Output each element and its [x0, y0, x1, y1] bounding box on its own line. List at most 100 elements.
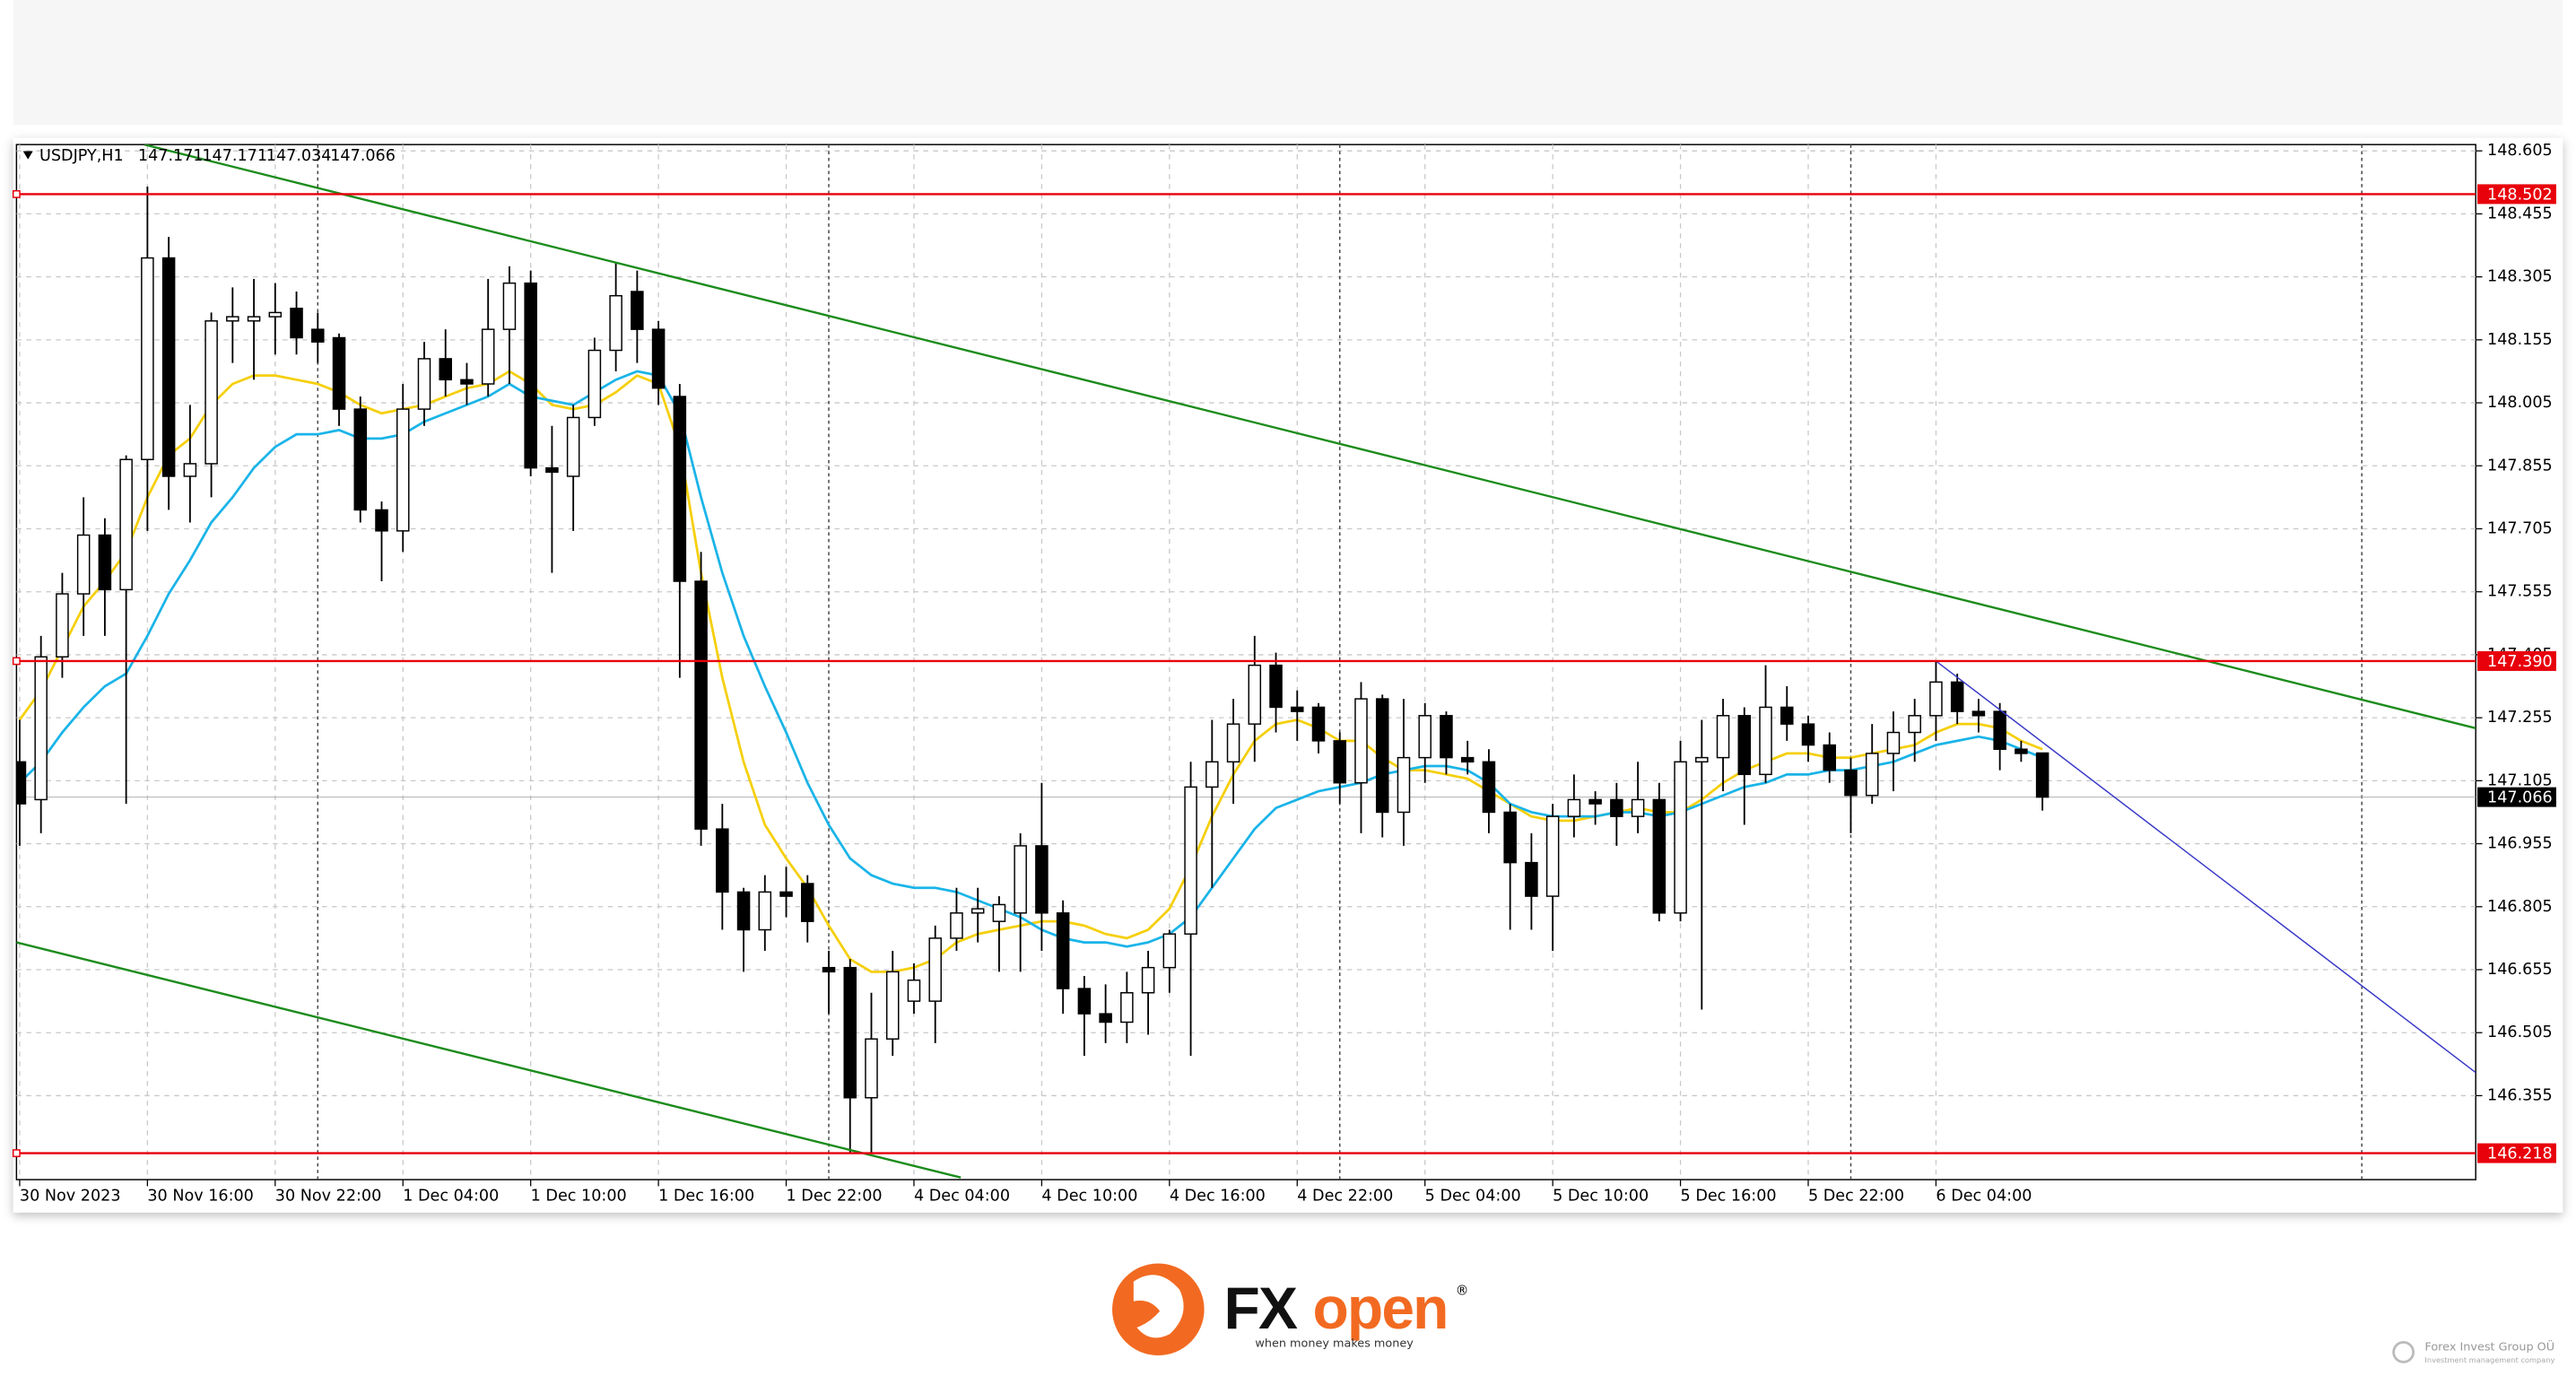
- x-tick-label: 30 Nov 2023: [20, 1187, 121, 1205]
- candle-body: [1865, 753, 1879, 797]
- ohlc-close: 147.066: [330, 147, 396, 165]
- candle-body: [736, 891, 751, 931]
- x-tick-label: 1 Dec 04:00: [403, 1187, 499, 1205]
- candle-body: [1205, 761, 1219, 788]
- candle-body: [1035, 845, 1049, 914]
- price-label: 147.066: [2487, 789, 2553, 807]
- ohlc-low: 147.034: [266, 147, 332, 165]
- candle-body: [950, 912, 963, 939]
- y-tick-label: 147.555: [2487, 583, 2553, 601]
- candle-body: [1631, 798, 1645, 817]
- y-tick-label: 147.855: [2487, 457, 2553, 475]
- x-tick-label: 5 Dec 16:00: [1681, 1187, 1777, 1205]
- symbol: USDJPY,H1: [39, 147, 124, 165]
- candle-body: [1184, 786, 1197, 935]
- candle-body: [1014, 845, 1027, 914]
- level-label: 148.502: [2487, 186, 2553, 204]
- axes: 148.605 148.455 148.305 148.155 148.005 147.8…: [12, 142, 2556, 1205]
- logo-tagline: when money makes money: [1255, 1337, 1414, 1351]
- candle-body: [928, 937, 942, 1002]
- candle-body: [822, 966, 836, 973]
- candle-body: [16, 761, 27, 805]
- y-tick-label: 148.005: [2487, 394, 2553, 412]
- candle-body: [1248, 664, 1262, 725]
- candle-body: [205, 320, 218, 465]
- y-tick-label: 146.955: [2487, 835, 2553, 853]
- candle-body: [2015, 748, 2028, 754]
- y-tick-label: 147.705: [2487, 519, 2553, 537]
- x-tick-label: 5 Dec 04:00: [1425, 1187, 1521, 1205]
- level-tag: [2477, 184, 2556, 205]
- level-dot: [12, 1149, 21, 1157]
- y-tick-label: 146.355: [2487, 1086, 2553, 1104]
- candle-body: [268, 311, 283, 318]
- candle-body: [1397, 756, 1411, 814]
- candle-body: [1674, 761, 1687, 914]
- candle-body: [907, 979, 921, 1002]
- candle-body: [502, 282, 517, 330]
- candle-body: [524, 282, 537, 469]
- candle-body: [1588, 798, 1602, 805]
- candle-body: [865, 1038, 878, 1099]
- candle-body: [1099, 1013, 1112, 1024]
- level-label: 146.218: [2487, 1145, 2553, 1163]
- candle-body: [1311, 706, 1326, 742]
- level-tag: [2477, 650, 2556, 671]
- candle-body: [587, 349, 602, 419]
- candle-body: [1141, 966, 1155, 994]
- candle-body: [76, 534, 91, 595]
- level-dot: [12, 657, 21, 666]
- x-tick-label: 5 Dec 22:00: [1808, 1187, 1904, 1205]
- candle-body: [609, 294, 622, 352]
- candle-body: [1823, 744, 1837, 771]
- candle-body: [141, 257, 154, 460]
- trendline: [1935, 660, 2476, 1074]
- candle-body: [694, 580, 708, 830]
- x-tick-label: 6 Dec 04:00: [1936, 1187, 2032, 1205]
- y-tick-label: 148.455: [2487, 205, 2553, 222]
- candle-body: [1908, 715, 1921, 734]
- y-tick-label: 148.305: [2487, 268, 2553, 286]
- company-name: Forex Invest Group OÜ: [2424, 1338, 2554, 1354]
- candle-body: [1780, 706, 1794, 725]
- x-tick-label: 4 Dec 16:00: [1170, 1187, 1266, 1205]
- candle-body: [1886, 731, 1901, 754]
- logo-open: open: [1312, 1275, 1447, 1341]
- candle-body: [566, 416, 580, 477]
- candle-body: [375, 509, 388, 532]
- candle-body: [1652, 798, 1667, 914]
- ohlc-open: 147.171: [138, 147, 204, 165]
- candle-body: [1440, 715, 1453, 759]
- candle-body: [247, 316, 261, 322]
- candle-body: [1375, 698, 1389, 814]
- company-icon: [2392, 1341, 2415, 1363]
- candle-body: [1120, 992, 1134, 1024]
- candle-body: [396, 408, 410, 532]
- trendline: [16, 941, 962, 1179]
- collapse-arrow: [22, 151, 33, 160]
- candle-body: [1525, 861, 1538, 897]
- candle-body: [545, 466, 559, 474]
- candle-body: [1950, 681, 1964, 712]
- candle-body: [460, 379, 474, 385]
- x-tick-label: 4 Dec 04:00: [914, 1187, 1010, 1205]
- candle-body: [1844, 769, 1858, 797]
- candle-body: [1162, 933, 1177, 969]
- candle-body: [1567, 798, 1581, 817]
- candle-body: [779, 891, 793, 897]
- candle-body: [290, 308, 303, 339]
- y-tick-label: 147.105: [2487, 771, 2553, 789]
- candle-body: [417, 358, 431, 410]
- y-tick-label: 147.255: [2487, 709, 2553, 727]
- plot: [16, 144, 2476, 1180]
- candle-body: [885, 971, 900, 1040]
- ohlc-high: 147.171: [202, 147, 267, 165]
- candle-body: [119, 458, 133, 591]
- level-dot: [12, 190, 21, 198]
- candle-body: [716, 828, 729, 893]
- candle-body: [1354, 698, 1368, 784]
- candle-body: [843, 966, 857, 1099]
- level-tag: [2477, 1143, 2556, 1163]
